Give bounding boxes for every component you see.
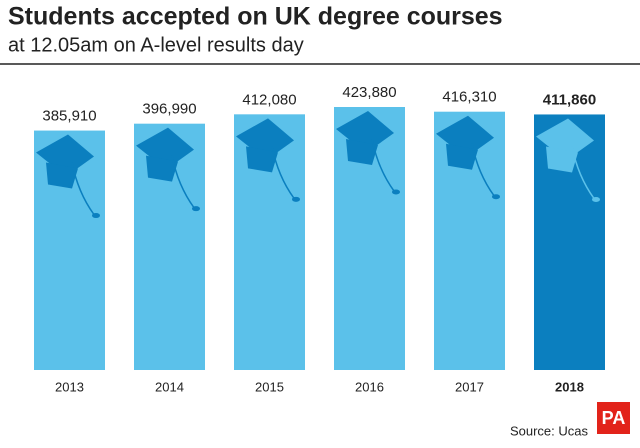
value-label: 411,860 xyxy=(543,91,596,108)
cap-icon xyxy=(46,162,78,189)
cap-icon xyxy=(336,111,394,153)
logo: PA xyxy=(602,408,626,428)
cap-tassel xyxy=(592,196,600,202)
cap-icon xyxy=(36,134,94,177)
cap-icon xyxy=(236,118,294,161)
cap-tassel xyxy=(571,146,595,199)
cap-icon xyxy=(136,127,194,170)
value-label: 416,310 xyxy=(442,89,496,106)
cap-icon xyxy=(536,118,594,161)
cap-tassel xyxy=(292,196,300,202)
cap-icon xyxy=(346,139,378,165)
cap-tassel xyxy=(71,162,95,215)
x-tick-label: 2015 xyxy=(255,379,284,394)
chart-subtitle: at 12.05am on A-level results day xyxy=(8,34,304,56)
cap-tassel xyxy=(92,213,100,219)
cap-tassel xyxy=(492,194,500,200)
cap-tassel xyxy=(371,138,395,192)
source: Source: Ucas xyxy=(510,423,589,438)
x-tick-label: 2016 xyxy=(355,379,384,394)
cap-tassel xyxy=(171,155,195,209)
cap-tassel xyxy=(192,206,200,212)
chart-title: Students accepted on UK degree courses xyxy=(8,3,503,31)
logo-box xyxy=(597,402,630,434)
cap-icon xyxy=(436,115,494,158)
value-label: 385,910 xyxy=(42,108,96,125)
cap-icon xyxy=(146,155,178,182)
x-tick-label: 2014 xyxy=(155,379,184,394)
x-tick-label: 2013 xyxy=(55,379,84,394)
cap-icon xyxy=(546,146,578,173)
value-label: 412,080 xyxy=(242,91,296,108)
x-tick-label: 2017 xyxy=(455,379,484,394)
cap-tassel xyxy=(471,143,495,197)
cap-tassel xyxy=(271,146,295,199)
cap-tassel xyxy=(392,189,400,195)
cap-icon xyxy=(446,143,478,170)
value-label: 423,880 xyxy=(342,84,396,101)
x-tick-label: 2018 xyxy=(555,379,584,394)
cap-icon xyxy=(246,146,278,173)
value-label: 396,990 xyxy=(142,101,196,118)
